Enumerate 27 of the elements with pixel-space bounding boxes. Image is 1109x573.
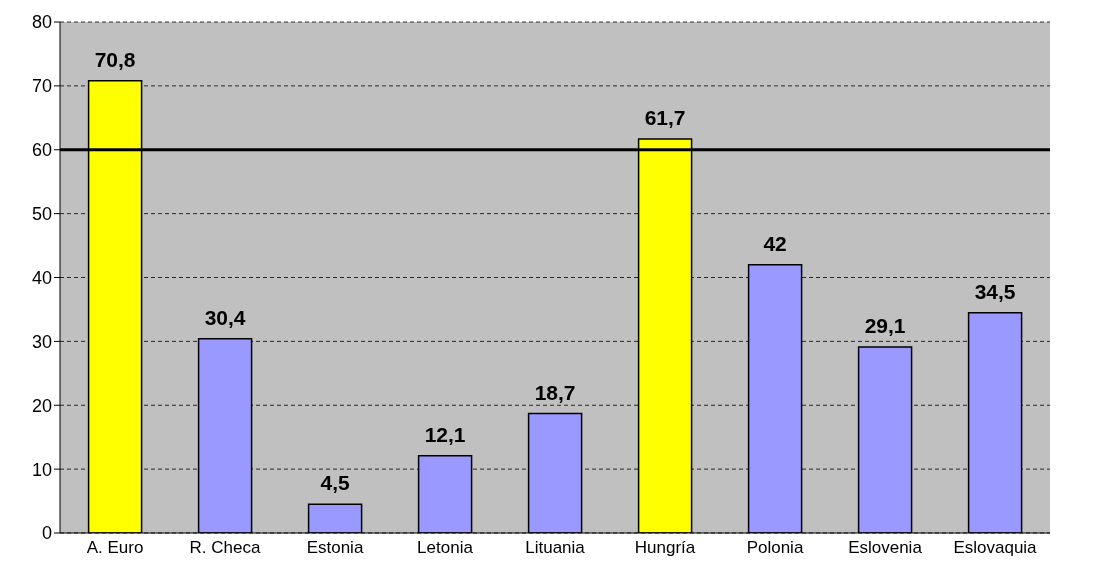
data-label: 18,7 <box>534 380 576 404</box>
y-tick-label: 30 <box>31 331 52 352</box>
x-tick-label: R. Checa <box>189 538 261 558</box>
x-tick-label: Eslovaquia <box>953 538 1038 558</box>
x-tick-label: Letonia <box>417 538 474 558</box>
y-tick-label: 0 <box>41 523 52 544</box>
y-tick-label: 20 <box>31 395 52 416</box>
data-label: 34,5 <box>974 279 1016 303</box>
data-label: 70,8 <box>94 47 136 71</box>
x-tick-label: Estonia <box>306 538 364 558</box>
y-tick-label: 60 <box>31 140 52 161</box>
data-label: 61,7 <box>644 105 686 129</box>
data-label: 29,1 <box>864 314 906 338</box>
x-tick-label: Lituania <box>525 538 586 558</box>
y-tick-label: 70 <box>31 76 52 97</box>
x-tick-label: Hungría <box>634 538 696 558</box>
y-tick-label: 40 <box>31 267 52 288</box>
data-label: 4,5 <box>320 471 351 495</box>
y-tick-label: 80 <box>31 12 52 33</box>
x-tick-label: A. Euro <box>86 538 144 558</box>
x-tick-label: Polonia <box>746 538 804 558</box>
y-tick-label: 10 <box>31 459 52 480</box>
x-tick-label: Eslovenia <box>848 538 923 558</box>
y-tick-label: 50 <box>31 204 52 225</box>
data-label: 42 <box>763 231 787 255</box>
data-label: 30,4 <box>204 305 246 329</box>
data-label: 12,1 <box>424 422 466 446</box>
